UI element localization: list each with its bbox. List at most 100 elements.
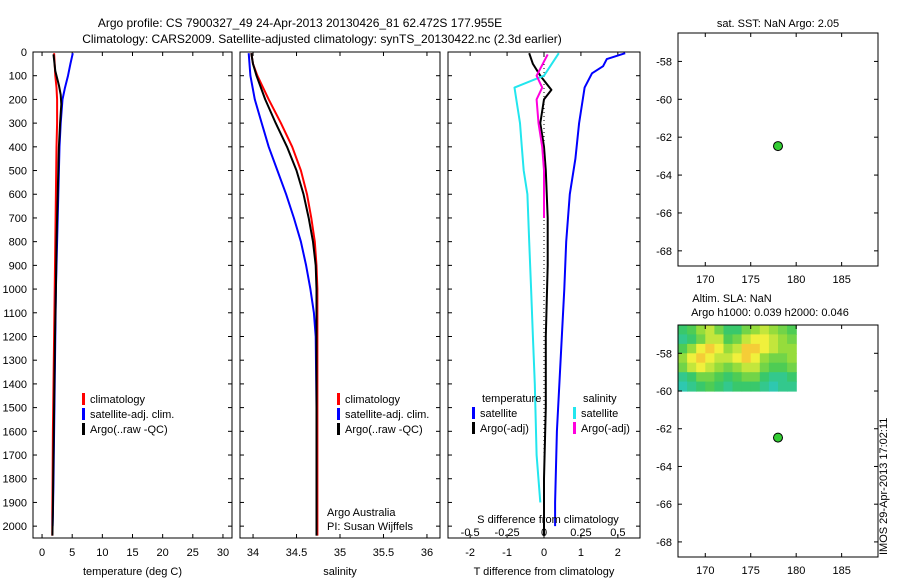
y-tick-label: 1500 [3,403,27,415]
sla-cell [741,353,752,364]
series-line-satellite [554,52,626,527]
legend-swatch [82,423,85,435]
x-tick-label: -2 [465,547,475,559]
y-tick-label: -62 [656,132,672,144]
map-frame [677,32,879,267]
annotation-institution: Argo Australia [327,507,396,519]
sla-cell [778,325,788,335]
y-tick-label: -58 [656,348,672,360]
x-axis-label: salinity [323,566,357,578]
sla-cell [678,325,688,335]
y-tick-label: 1900 [3,497,27,509]
sla-cell [723,362,734,373]
sla-cell [732,325,743,335]
sla-cell [714,343,725,354]
y-tick-label: -68 [656,537,672,549]
sla-cell [759,372,770,383]
sla-cell [787,353,797,364]
sla-cell [787,343,797,354]
sla-cell [687,325,697,335]
sla-cell [678,372,688,383]
header-line-2: Climatology: CARS2009. Satellite-adjuste… [82,32,562,46]
legend-label: satellite-adj. clim. [345,409,429,421]
x-tick-label: 2 [615,547,621,559]
y-tick-label: -68 [656,246,672,258]
sla-cell [768,372,779,383]
sla-cell [787,325,797,335]
sla-cell [759,381,770,392]
y-tick-label: 400 [9,142,27,154]
y-tick-label: -60 [656,386,672,398]
x-tick-label: 175 [742,565,760,577]
sla-cell [778,372,788,383]
sla-cell [750,362,761,373]
x-tick-label: 15 [126,547,138,559]
sla-cell [723,381,734,392]
legend-swatch [573,422,576,434]
sla-cell [778,343,788,354]
series-line-satellite [513,52,560,503]
sla-cell [705,325,715,335]
sla-cell [750,343,761,354]
series-line-satellite-adj-clim- [247,53,318,527]
y-tick-label: 1600 [3,426,27,438]
sla-cell [732,353,743,364]
sla-cell [705,381,715,392]
sla-cell [705,362,715,373]
sla-cell [714,325,725,335]
sla-cell [741,362,752,373]
y-tick-label: -60 [656,94,672,106]
x-tick-label: -1 [502,547,512,559]
x-tick-label: 1 [578,547,584,559]
y-tick-label: 1300 [3,355,27,367]
y-tick-label: 200 [9,94,27,106]
sla-cell [678,343,688,354]
sla-cell [714,334,725,345]
sla-cell [787,362,797,373]
legend-swatch [82,408,85,420]
legend-title-salinity: salinity [583,393,617,405]
sla-cell [696,343,706,354]
sla-cell [787,334,797,345]
y-tick-label: 1400 [3,379,27,391]
salinity-panel: 34 34.5 35 35.5 36 salinity climatology satelli… [239,51,441,578]
y-tick-label: 300 [9,118,27,130]
series-line-argo-adj- [528,52,553,536]
sla-cell [750,353,761,364]
sla-cell [750,325,761,335]
x-tick-label: 5 [69,547,75,559]
x-tick-label: 175 [742,274,760,286]
legend-label: Argo(..raw -QC) [90,424,168,436]
sla-cell [705,353,715,364]
sla-cell [778,353,788,364]
x-tick-label: 170 [696,274,714,286]
sla-cell [678,334,688,345]
argo-position-marker [773,141,783,152]
series-line-argo-raw-qc- [51,54,63,536]
sla-cell [687,362,697,373]
sla-cell [750,372,761,383]
y-tick-label: -58 [656,56,672,68]
sla-cell [759,325,770,335]
x-tick-label: 25 [187,547,199,559]
side-stamp: IMOS 29-Apr-2013 17:02:11 [878,418,890,555]
y-tick-label: 1000 [3,284,27,296]
legend-swatch [337,408,340,420]
sla-cell [705,334,715,345]
x-tick-label: 170 [696,565,714,577]
sla-cell [714,372,725,383]
legend-swatch [472,422,475,434]
sla-cell [741,372,752,383]
x-axis-label: T difference from climatology [474,566,615,578]
x-tick-label: 185 [832,274,850,286]
sla-cell [768,381,779,392]
y-tick-label: 1700 [3,450,27,462]
map-title: Altim. SLA: NaN [692,293,772,305]
sla-cell [723,372,734,383]
x-tick-label: 34 [247,547,259,559]
sla-cell [687,353,697,364]
sla-cell [732,362,743,373]
x-tick-label: 0 [39,547,45,559]
x-tick-label: 34.5 [286,547,307,559]
